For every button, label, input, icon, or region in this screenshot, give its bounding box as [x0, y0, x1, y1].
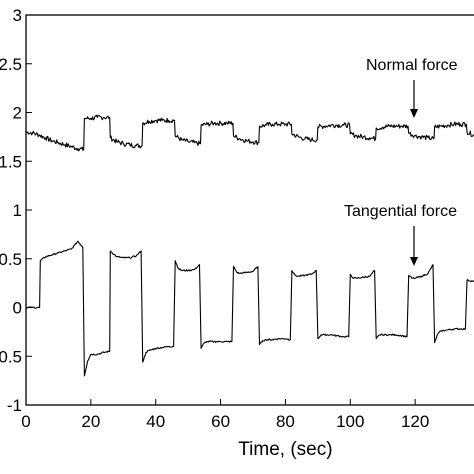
annotation-label: Normal force: [366, 57, 458, 74]
x-tick-label: 60: [211, 412, 230, 431]
annotations-layer: Normal force Tangential force: [344, 57, 458, 266]
x-tick-label: 120: [401, 412, 429, 431]
x-axis-ticks: 0 20 40 60 80 100 120: [21, 399, 429, 431]
series-layer: [25, 114, 474, 377]
y-tick-label: -1: [7, 396, 22, 415]
annotation-label: Tangential force: [344, 203, 457, 220]
y-tick-label: 1.5: [0, 152, 22, 171]
y-tick-label: 2.5: [0, 55, 22, 74]
y-axis-ticks: -1 -0.5 0 0.5 1 1.5 2 2.5 3: [0, 6, 32, 415]
plot-frame: [25, 14, 474, 406]
series-line-normal-force: [25, 114, 474, 152]
y-tick-label: -0.5: [0, 347, 22, 366]
x-axis-label: Time, (sec): [238, 439, 332, 460]
y-tick-label: 3: [13, 6, 22, 25]
y-tick-label: 0: [13, 299, 22, 318]
y-tick-label: 2: [13, 104, 22, 123]
series-line-tangential-force: [25, 240, 474, 377]
x-tick-label: 100: [336, 412, 364, 431]
x-tick-label: 0: [21, 412, 30, 431]
annotation-arrow-head: [410, 257, 418, 266]
x-tick-label: 40: [146, 412, 165, 431]
x-tick-label: 80: [276, 412, 295, 431]
y-tick-label: 0.5: [0, 250, 22, 269]
y-tick-label: 1: [13, 201, 22, 220]
x-tick-label: 20: [81, 412, 100, 431]
annotation-arrow-head: [410, 109, 418, 118]
